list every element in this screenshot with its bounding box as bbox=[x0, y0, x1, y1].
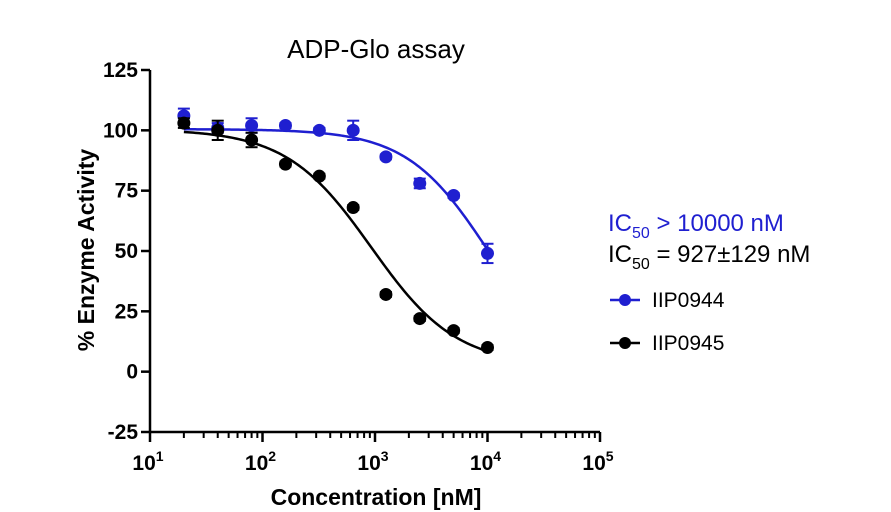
y-tick-label: 0 bbox=[126, 361, 138, 384]
fit-curve-iip0944 bbox=[184, 129, 488, 249]
data-point bbox=[177, 117, 190, 130]
x-tick-label: 105 bbox=[582, 448, 613, 475]
chart-title: ADP-Glo assay bbox=[287, 34, 465, 64]
data-point bbox=[211, 124, 224, 137]
legend-marker bbox=[619, 294, 631, 306]
fit-curve-iip0945 bbox=[184, 132, 488, 351]
y-tick-label: 100 bbox=[103, 119, 138, 142]
ic50-annotation: IC50 > 10000 nM bbox=[608, 210, 784, 242]
data-points bbox=[177, 109, 494, 354]
data-point bbox=[481, 247, 494, 260]
x-tick-label: 103 bbox=[357, 448, 388, 475]
data-point bbox=[313, 124, 326, 137]
fit-curves bbox=[184, 129, 488, 351]
y-axis-label: % Enzyme Activity bbox=[73, 149, 99, 352]
data-point bbox=[481, 341, 494, 354]
legend-marker bbox=[619, 337, 631, 349]
x-tick-label: 102 bbox=[245, 448, 276, 475]
data-point bbox=[347, 124, 360, 137]
data-point bbox=[245, 119, 258, 132]
y-tick-label: 50 bbox=[115, 240, 138, 263]
data-point bbox=[313, 170, 326, 183]
data-point bbox=[279, 158, 292, 171]
legend: IIP0944 IIP0945 bbox=[610, 289, 725, 355]
x-tick-label: 101 bbox=[132, 448, 163, 475]
data-point bbox=[413, 312, 426, 325]
y-tick-label: -25 bbox=[108, 421, 139, 444]
data-point bbox=[379, 150, 392, 163]
data-point bbox=[447, 324, 460, 337]
data-point bbox=[279, 119, 292, 132]
y-tick-label: 75 bbox=[115, 180, 139, 203]
data-point bbox=[447, 189, 460, 202]
data-point bbox=[413, 177, 426, 190]
legend-label: IIP0944 bbox=[652, 289, 725, 312]
y-tick-label: 25 bbox=[115, 300, 139, 323]
data-point bbox=[245, 133, 258, 146]
x-tick-label: 104 bbox=[470, 448, 501, 475]
y-tick-label: 125 bbox=[103, 59, 138, 82]
legend-label: IIP0945 bbox=[652, 332, 724, 355]
x-axis-label: Concentration [nM] bbox=[271, 484, 482, 510]
data-point bbox=[347, 201, 360, 214]
data-point bbox=[379, 288, 392, 301]
ic50-annotation: IC50 = 927±129 nM bbox=[608, 241, 810, 273]
